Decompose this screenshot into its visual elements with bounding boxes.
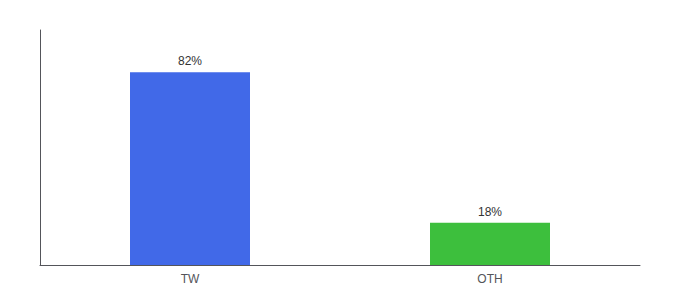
svg-text:18%: 18% (478, 205, 502, 219)
svg-text:TW: TW (181, 272, 200, 286)
svg-text:82%: 82% (178, 54, 202, 68)
svg-text:OTH: OTH (477, 272, 502, 286)
